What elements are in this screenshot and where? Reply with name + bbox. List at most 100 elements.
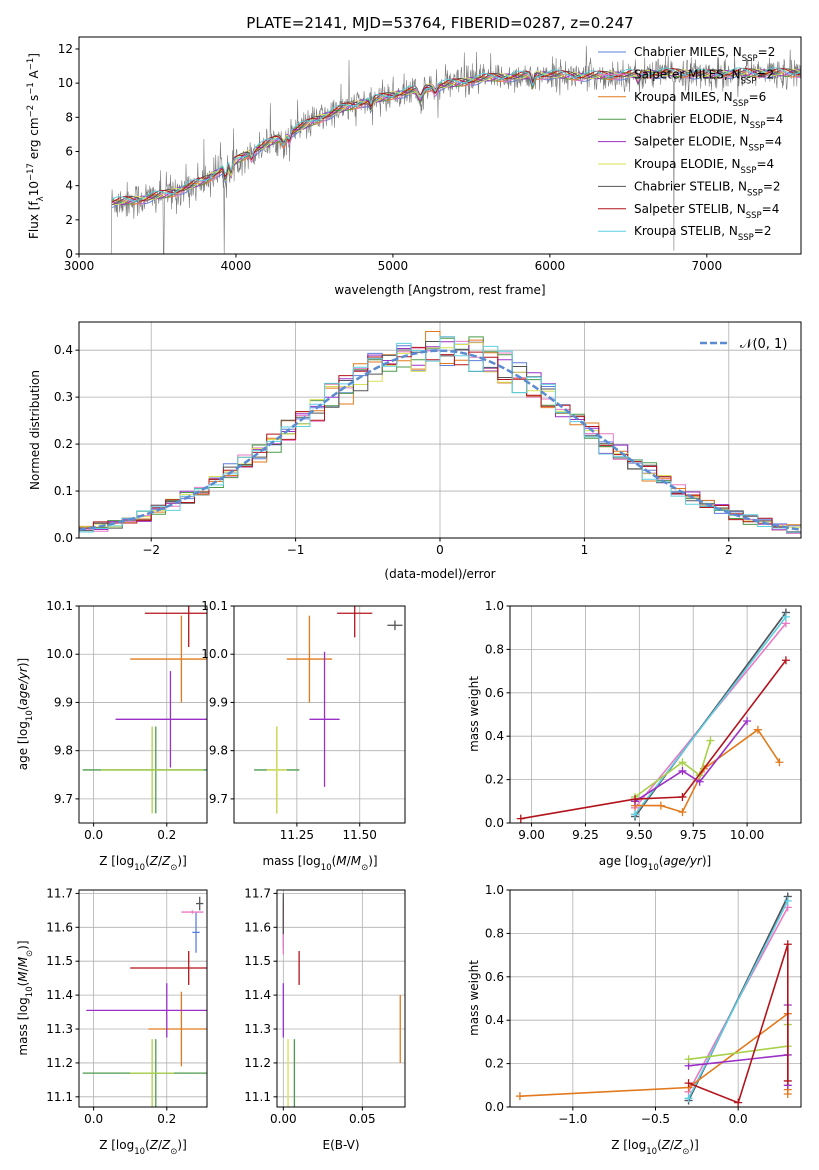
y-tick-label: 11.1: [46, 1090, 73, 1104]
y-tick-label: 8: [65, 110, 73, 124]
x-tick-label: 0.05: [349, 1112, 376, 1126]
x-tick-label: 11.50: [343, 828, 377, 842]
y-tick-label: 11.3: [46, 1022, 73, 1036]
series-marker: [516, 814, 525, 823]
y-tick-label: 0.6: [485, 686, 504, 700]
series-marker: [706, 736, 715, 745]
x-tick-label: −2: [142, 543, 160, 557]
grid-lines: [79, 890, 207, 1107]
y-tick-label: 9.7: [54, 792, 73, 806]
x-tick-label: 11.25: [280, 828, 314, 842]
axes-frame: [276, 889, 406, 1108]
y-tick-label: 0.4: [54, 343, 73, 357]
series-marker: [783, 1089, 792, 1098]
x-tick-label: 6000: [535, 259, 566, 273]
axes-frame: [233, 605, 406, 824]
grid-lines: [79, 605, 207, 823]
y-tick-label: 0.1: [54, 484, 73, 498]
plot-area: [516, 608, 790, 823]
series-marker: [781, 612, 790, 621]
histogram-step: [79, 336, 801, 538]
residuals-panel: −2 −1 0 1 2 0.0 0.1 0.2 0.3 0.4 (data-model)/error…: [28, 321, 802, 581]
plot-area: [79, 331, 801, 538]
y-tick-label: 0.2: [485, 773, 504, 787]
x-tick-label: 9.75: [680, 828, 707, 842]
y-tick-label: 1.0: [485, 883, 504, 897]
legend-entry: Salpeter ELODIE, NSSP=4: [634, 135, 782, 154]
series-marker: [631, 795, 640, 804]
y-tick-label: 11.6: [244, 920, 271, 934]
y-tick-label: 10.1: [201, 599, 228, 613]
series-marker: [678, 766, 687, 775]
y-tick-label: 11.5: [244, 954, 271, 968]
series-line: [634, 740, 712, 798]
series-marker: [783, 940, 792, 949]
y-tick-label: 11.7: [46, 886, 73, 900]
plot-area: [254, 606, 403, 814]
x-tick-label: 3000: [64, 259, 95, 273]
x-tick-label: −0.5: [641, 1112, 670, 1126]
x-axis-label: Z [log10(Z/Z⊙)]: [611, 1138, 699, 1157]
y-tick-label: 6: [65, 144, 73, 158]
gaussian-curve: [79, 349, 801, 532]
legend-entry: Chabrier STELIB, NSSP=2: [634, 179, 781, 198]
spectrum-title: PLATE=2141, MJD=53764, FIBERID=0287, z=0…: [246, 14, 633, 32]
y-tick-label: 0.2: [485, 1057, 504, 1071]
y-tick-label: 1.0: [485, 599, 504, 613]
y-tick-label: 9.9: [54, 695, 73, 709]
x-axis-label: mass [log10(M/M⊙)]: [262, 854, 377, 873]
series-line: [687, 900, 789, 1099]
x-tick-label: 0.0: [84, 828, 103, 842]
series-marker: [775, 758, 784, 767]
y-axis-label: mass weight: [467, 676, 481, 752]
series-marker: [684, 1079, 693, 1088]
legend-entry: Salpeter MILES, NSSP=2: [634, 67, 774, 86]
y-tick-label: 10.0: [46, 647, 73, 661]
y-tick-label: 0.8: [485, 926, 504, 940]
y-tick-label: 11.2: [46, 1056, 73, 1070]
series-line: [520, 659, 787, 820]
x-tick-label: 0.00: [270, 1112, 297, 1126]
plot-area: [110, 45, 801, 254]
x-axis-label: E(B-V): [322, 1138, 359, 1152]
series-marker: [631, 810, 640, 819]
x-tick-label: 7000: [692, 259, 723, 273]
x-tick-label: 0: [436, 543, 444, 557]
plot-area: [82, 896, 207, 1107]
x-tick-label: 9.25: [572, 828, 599, 842]
y-tick-label: 0.4: [485, 1013, 504, 1027]
y-tick-label: 11.4: [46, 988, 73, 1002]
series-marker: [783, 1076, 792, 1085]
grid-lines: [234, 605, 405, 823]
plot-area: [282, 893, 401, 1107]
series-line: [634, 616, 787, 815]
x-tick-label: 9.00: [518, 828, 545, 842]
y-tick-label: 4: [65, 179, 73, 193]
legend-entry: Kroupa MILES, NSSP=6: [634, 90, 766, 109]
observed-spectrum-line: [110, 45, 801, 254]
y-tick-label: 11.6: [46, 920, 73, 934]
x-tick-label: 0.2: [157, 1112, 176, 1126]
x-axis-label: Z [log10(Z/Z⊙)]: [99, 1138, 187, 1157]
y-tick-label: 10.1: [46, 599, 73, 613]
x-tick-label: −1: [287, 543, 305, 557]
series-marker: [678, 808, 687, 817]
legend-entry: Salpeter STELIB, NSSP=4: [634, 202, 779, 221]
series-marker: [783, 896, 792, 905]
series-line: [635, 728, 781, 814]
legend-entry: Chabrier MILES, NSSP=2: [634, 45, 775, 64]
series-marker: [781, 656, 790, 665]
weight-vs-age-panel: 9.00 9.25 9.50 9.75 10.00 0.0 0.2 0.4 0.6 0.8 1.0 a…: [467, 599, 802, 873]
series-line: [688, 944, 789, 1104]
gaussian-legend-label: 𝒩(0, 1): [740, 337, 787, 352]
plot-area: [82, 606, 207, 814]
series-marker: [743, 717, 752, 726]
y-tick-label: 2: [65, 213, 73, 227]
y-tick-label: 0.8: [485, 642, 504, 656]
x-axis-label: Z [log10(Z/Z⊙)]: [99, 854, 187, 873]
x-tick-label: 5000: [378, 259, 409, 273]
y-tick-label: 11.3: [244, 1022, 271, 1036]
age-vs-mass-panel: 11.25 11.50 9.7 9.8 9.9 10.0 10.1 mass [log10(M…: [201, 599, 406, 873]
age-vs-metallicity-panel: 0.0 0.2 9.7 9.8 9.9 10.0 10.1 Z [log10(Z/Z⊙)] ag…: [16, 599, 208, 873]
series-marker: [678, 758, 687, 767]
